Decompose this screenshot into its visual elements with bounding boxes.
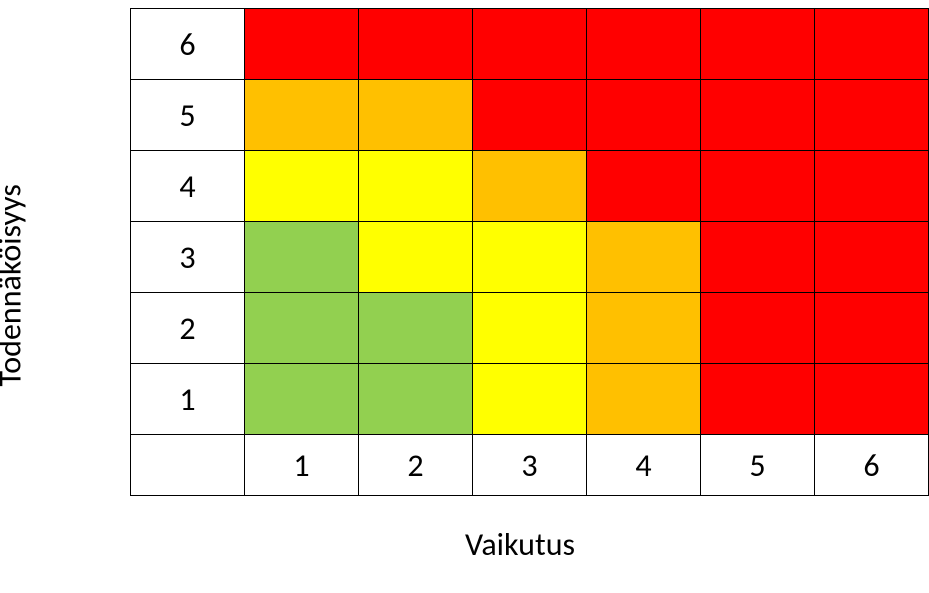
matrix-cell xyxy=(245,293,359,364)
matrix-cell xyxy=(815,80,929,151)
risk-matrix: 6 5 4 xyxy=(130,8,929,496)
matrix-cell xyxy=(359,80,473,151)
matrix-body: 6 5 4 xyxy=(131,9,929,496)
x-tick-label: 4 xyxy=(587,435,701,496)
matrix-row: 3 xyxy=(131,222,929,293)
matrix-cell xyxy=(815,293,929,364)
matrix-cell xyxy=(245,222,359,293)
matrix-cell xyxy=(245,364,359,435)
y-tick-label: 6 xyxy=(131,9,245,80)
x-tick-label: 2 xyxy=(359,435,473,496)
matrix-row: 6 xyxy=(131,9,929,80)
matrix-cell xyxy=(701,151,815,222)
matrix-cell xyxy=(473,364,587,435)
matrix-cell xyxy=(587,364,701,435)
matrix-cell xyxy=(359,151,473,222)
matrix-row: 5 xyxy=(131,80,929,151)
matrix-cell xyxy=(473,222,587,293)
matrix-cell xyxy=(245,80,359,151)
matrix-cell xyxy=(815,9,929,80)
y-tick-label: 5 xyxy=(131,80,245,151)
x-tick-label: 3 xyxy=(473,435,587,496)
matrix-cell xyxy=(701,293,815,364)
risk-matrix-chart: Todennäköisyys 6 5 xyxy=(0,0,929,593)
matrix-cell xyxy=(359,9,473,80)
matrix-cell xyxy=(587,293,701,364)
matrix-row: 1 xyxy=(131,364,929,435)
y-tick-label: 1 xyxy=(131,364,245,435)
x-tick-label: 1 xyxy=(245,435,359,496)
matrix-cell xyxy=(473,293,587,364)
x-axis-row: 1 2 3 4 5 6 xyxy=(131,435,929,496)
matrix-cell xyxy=(815,222,929,293)
matrix-row: 2 xyxy=(131,293,929,364)
y-tick-label: 4 xyxy=(131,151,245,222)
matrix-cell xyxy=(473,151,587,222)
matrix-cell xyxy=(473,9,587,80)
matrix-cell xyxy=(701,80,815,151)
y-tick-label: 3 xyxy=(131,222,245,293)
matrix-cell xyxy=(359,222,473,293)
matrix-row: 4 xyxy=(131,151,929,222)
matrix-cell xyxy=(701,9,815,80)
axis-corner xyxy=(131,435,245,496)
x-axis-label: Vaikutus xyxy=(465,525,575,564)
matrix-cell xyxy=(815,151,929,222)
matrix-cell xyxy=(245,9,359,80)
matrix-cell xyxy=(473,80,587,151)
y-axis-label: Todennäköisyys xyxy=(0,184,30,386)
x-tick-label: 5 xyxy=(701,435,815,496)
y-tick-label: 2 xyxy=(131,293,245,364)
matrix-cell xyxy=(359,293,473,364)
matrix-cell xyxy=(587,222,701,293)
matrix-cell xyxy=(815,364,929,435)
matrix-cell xyxy=(587,151,701,222)
matrix-cell xyxy=(587,9,701,80)
matrix-cell xyxy=(245,151,359,222)
matrix-cell xyxy=(587,80,701,151)
matrix-cell xyxy=(359,364,473,435)
x-tick-label: 6 xyxy=(815,435,929,496)
matrix-cell xyxy=(701,364,815,435)
matrix-cell xyxy=(701,222,815,293)
